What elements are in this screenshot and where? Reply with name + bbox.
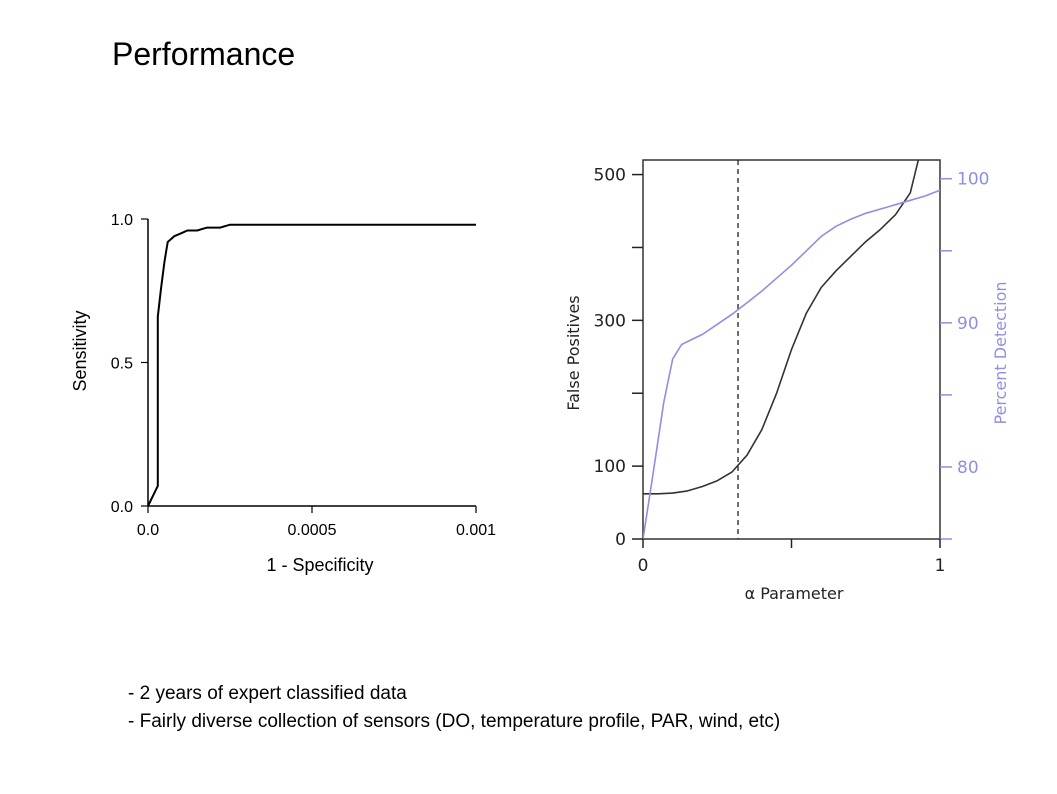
alpha-x-tick-label: 0	[638, 556, 649, 576]
alpha-left-tick-label: 100	[594, 457, 626, 477]
roc-curve	[147, 223, 476, 507]
roc-y-axis-label: Sensitivity	[70, 310, 90, 391]
roc-x-tick-label: 0.0005	[288, 522, 337, 539]
roc-x-axis-label: 1 - Specificity	[266, 555, 373, 575]
alpha-right-tick-label: 80	[957, 458, 979, 478]
false-positives-curve	[643, 160, 920, 495]
roc-y-tick-label: 0.5	[111, 356, 133, 373]
roc-x-tick-label: 0.001	[456, 522, 496, 539]
alpha-right-axis-label: Percent Detection	[991, 281, 1010, 424]
alpha-left-tick-label: 0	[615, 530, 626, 550]
alpha-right-tick-label: 100	[957, 170, 989, 190]
roc-y-tick-label: 0.0	[111, 499, 133, 516]
bullet-item-data: - 2 years of expert classified data	[128, 683, 407, 704]
bullet-item-sensors: - Fairly diverse collection of sensors (…	[128, 711, 781, 732]
roc-y-tick-label: 1.0	[111, 212, 133, 229]
alpha-left-axis-label: False Positives	[564, 295, 583, 410]
alpha-left-tick-label: 500	[594, 166, 626, 186]
slide-title: Performance	[112, 36, 296, 72]
percent-detection-curve	[643, 189, 940, 539]
alpha-left-tick-label: 300	[594, 311, 626, 331]
alpha-x-axis-label: α Parameter	[745, 584, 844, 603]
roc-x-tick-label: 0.0	[137, 522, 159, 539]
bullet-list: - 2 years of expert classified data - Fa…	[128, 680, 780, 736]
alpha-x-tick-label: 1	[935, 556, 946, 576]
alpha-right-tick-label: 90	[957, 314, 979, 334]
